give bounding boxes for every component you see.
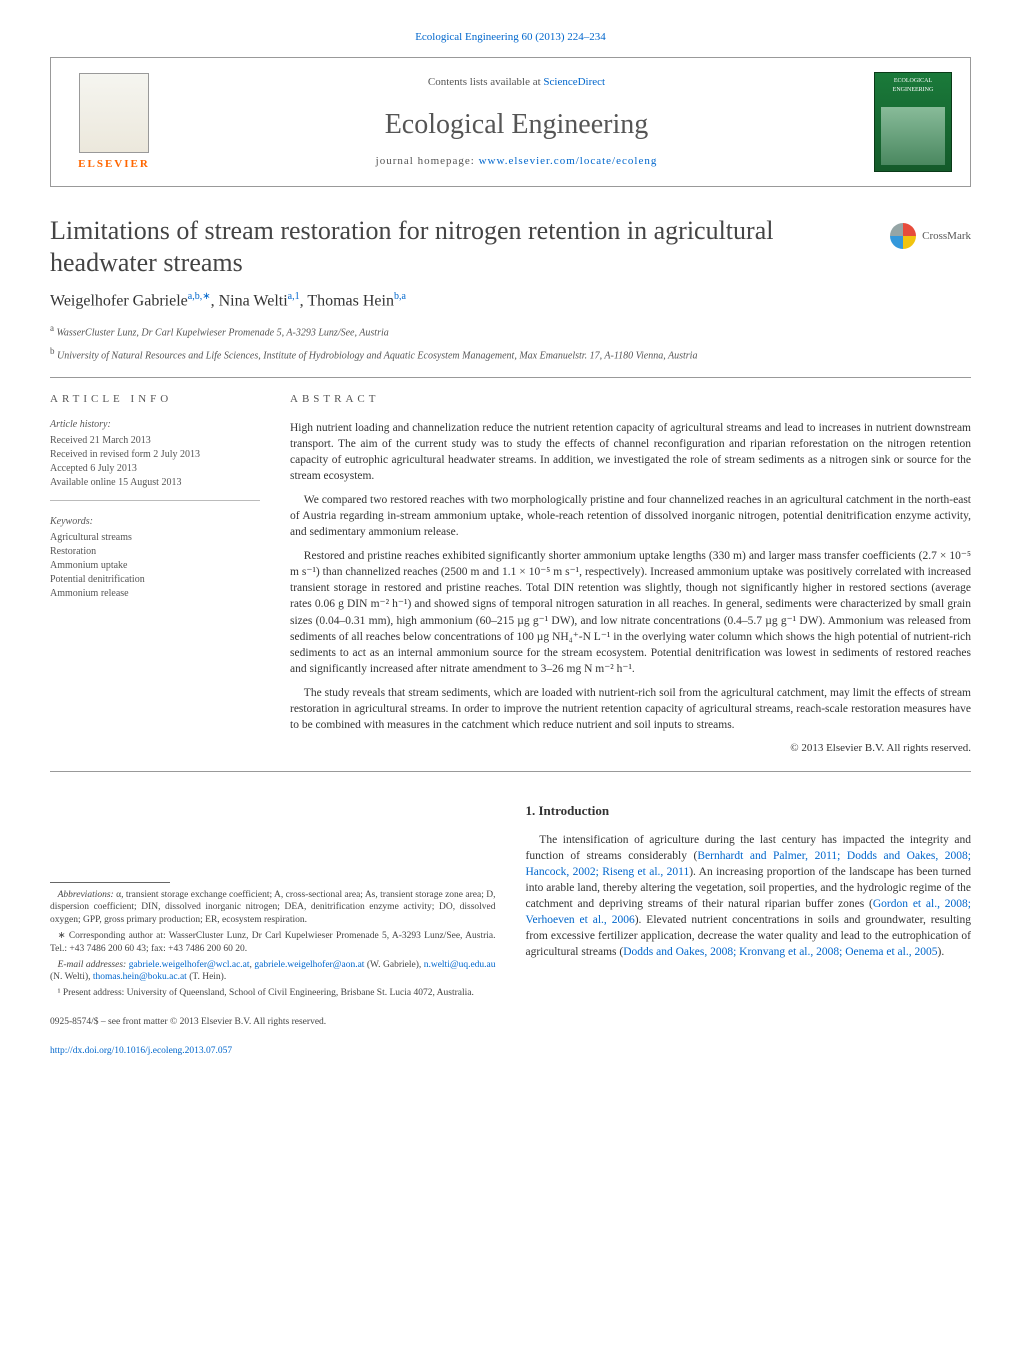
- doi-link[interactable]: http://dx.doi.org/10.1016/j.ecoleng.2013…: [50, 1046, 232, 1056]
- present-address-footnote: ¹ Present address: University of Queensl…: [50, 987, 496, 1000]
- crossmark-label: CrossMark: [922, 230, 971, 243]
- abstract-copyright: © 2013 Elsevier B.V. All rights reserved…: [290, 741, 971, 756]
- history-label: Article history:: [50, 418, 260, 432]
- keyword-line: Restoration: [50, 545, 260, 559]
- cover-image-icon: [881, 107, 945, 165]
- article-history-block: Article history: Received 21 March 2013R…: [50, 418, 260, 501]
- history-lines: Received 21 March 2013Received in revise…: [50, 434, 260, 490]
- article-info: ARTICLE INFO Article history: Received 2…: [50, 378, 260, 770]
- affiliation-a-text: WasserCluster Lunz, Dr Carl Kupelwieser …: [57, 328, 389, 339]
- article-title: Limitations of stream restoration for ni…: [50, 215, 971, 277]
- footnotes: Abbreviations: α, transient storage exch…: [50, 889, 496, 1001]
- intro-paragraph: The intensification of agriculture durin…: [526, 832, 972, 961]
- info-abstract-row: ARTICLE INFO Article history: Received 2…: [50, 377, 971, 771]
- intro-heading: 1. Introduction: [526, 802, 972, 820]
- abstract-paragraph: The study reveals that stream sediments,…: [290, 685, 971, 733]
- history-line: Accepted 6 July 2013: [50, 462, 260, 476]
- keywords-label: Keywords:: [50, 515, 260, 529]
- left-column: Abbreviations: α, transient storage exch…: [50, 802, 496, 1059]
- journal-header: ELSEVIER Contents lists available at Sci…: [50, 57, 971, 187]
- right-column: 1. Introduction The intensification of a…: [526, 802, 972, 1059]
- keyword-line: Potential denitrification: [50, 573, 260, 587]
- history-line: Available online 15 August 2013: [50, 476, 260, 490]
- homepage-link[interactable]: www.elsevier.com/locate/ecoleng: [479, 155, 658, 167]
- authors-line: Weigelhofer Gabrielea,b,∗, Nina Weltia,1…: [50, 290, 971, 313]
- elsevier-logo: ELSEVIER: [69, 73, 159, 172]
- history-line: Received in revised form 2 July 2013: [50, 448, 260, 462]
- bottom-columns: Abbreviations: α, transient storage exch…: [50, 802, 971, 1059]
- contents-line: Contents lists available at ScienceDirec…: [159, 75, 874, 90]
- affiliation-b-text: University of Natural Resources and Life…: [57, 350, 697, 361]
- corresponding-footnote: ∗ Corresponding author at: WasserCluster…: [50, 930, 496, 956]
- elsevier-tree-icon: [79, 73, 149, 153]
- keywords-lines: Agricultural streamsRestorationAmmonium …: [50, 531, 260, 601]
- citation-link[interactable]: Gordon et al., 2008; Verhoeven et al., 2…: [526, 898, 971, 926]
- footer-doi: http://dx.doi.org/10.1016/j.ecoleng.2013…: [50, 1045, 496, 1058]
- homepage-prefix: journal homepage:: [376, 155, 479, 167]
- citation-link[interactable]: Bernhardt and Palmer, 2011; Dodds and Oa…: [526, 850, 972, 878]
- footnote-rule: [50, 882, 170, 883]
- article-info-heading: ARTICLE INFO: [50, 392, 260, 407]
- abstract-paragraph: We compared two restored reaches with tw…: [290, 492, 971, 540]
- header-center: Contents lists available at ScienceDirec…: [159, 75, 874, 169]
- email-link[interactable]: gabriele.weigelhofer@aon.at: [254, 960, 364, 970]
- email-footnote: E-mail addresses: gabriele.weigelhofer@w…: [50, 959, 496, 985]
- email-link[interactable]: n.welti@uq.edu.au: [424, 960, 496, 970]
- sciencedirect-link[interactable]: ScienceDirect: [543, 76, 605, 88]
- keyword-line: Ammonium uptake: [50, 559, 260, 573]
- abbrev-text: α, transient storage exchange coefficien…: [50, 890, 496, 926]
- contents-prefix: Contents lists available at: [428, 76, 543, 88]
- article-title-text: Limitations of stream restoration for ni…: [50, 216, 773, 276]
- abbreviations-footnote: Abbreviations: α, transient storage exch…: [50, 889, 496, 927]
- abbrev-label: Abbreviations:: [58, 890, 114, 900]
- history-line: Received 21 March 2013: [50, 434, 260, 448]
- email-link[interactable]: thomas.hein@boku.ac.at: [93, 972, 187, 982]
- journal-name: Ecological Engineering: [159, 105, 874, 144]
- crossmark-icon: [890, 223, 916, 249]
- affiliation-b: b University of Natural Resources and Li…: [50, 345, 971, 363]
- abstract-paragraph: High nutrient loading and channelization…: [290, 420, 971, 484]
- elsevier-wordmark: ELSEVIER: [78, 157, 150, 172]
- footer-issn: 0925-8574/$ – see front matter © 2013 El…: [50, 1016, 496, 1029]
- citation-link[interactable]: Dodds and Oakes, 2008; Kronvang et al., …: [623, 946, 937, 958]
- abstract-heading: ABSTRACT: [290, 392, 971, 407]
- crossmark-badge[interactable]: CrossMark: [890, 223, 971, 249]
- abstract-body: High nutrient loading and channelization…: [290, 420, 971, 734]
- email-link[interactable]: gabriele.weigelhofer@wcl.ac.at: [129, 960, 250, 970]
- abstract-paragraph: Restored and pristine reaches exhibited …: [290, 548, 971, 677]
- keyword-line: Agricultural streams: [50, 531, 260, 545]
- journal-cover-thumb: ECOLOGICAL ENGINEERING: [874, 72, 952, 172]
- journal-homepage-line: journal homepage: www.elsevier.com/locat…: [159, 154, 874, 169]
- affiliation-a: a WasserCluster Lunz, Dr Carl Kupelwiese…: [50, 322, 971, 340]
- cover-title: ECOLOGICAL ENGINEERING: [875, 73, 951, 94]
- keyword-line: Ammonium release: [50, 587, 260, 601]
- top-citation: Ecological Engineering 60 (2013) 224–234: [50, 30, 971, 45]
- abstract: ABSTRACT High nutrient loading and chann…: [290, 378, 971, 770]
- keywords-block: Keywords: Agricultural streamsRestoratio…: [50, 515, 260, 611]
